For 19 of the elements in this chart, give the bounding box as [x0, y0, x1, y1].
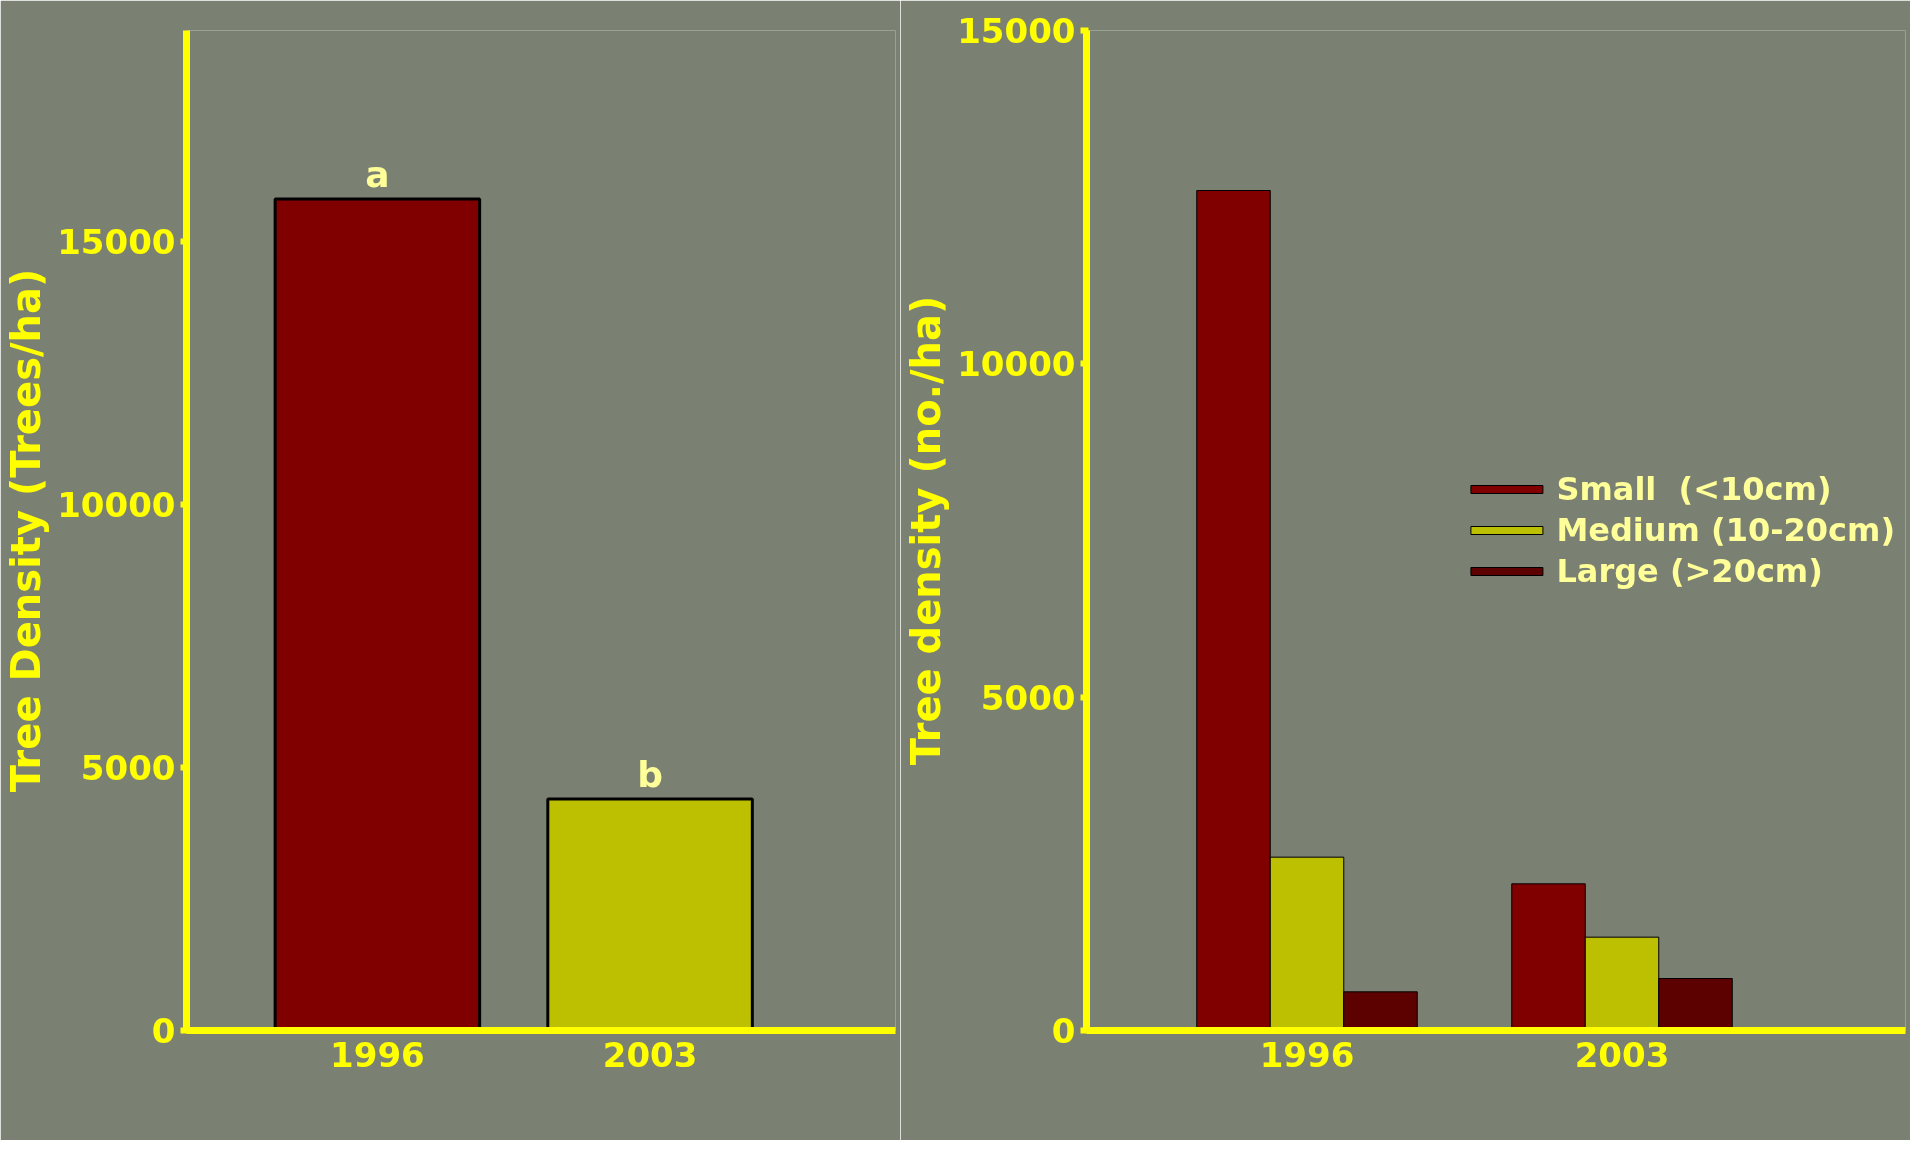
- annotation: b: [637, 753, 663, 795]
- y-tick-label: 0: [1051, 1011, 1076, 1051]
- y-tick-label: 10000: [957, 344, 1076, 385]
- legend-label: Small (<10cm): [1556, 470, 1832, 508]
- y-axis-title: Tree Density (Trees/ha): [3, 268, 50, 793]
- annotation: a: [365, 153, 390, 195]
- x-tick-label: 2003: [1574, 1034, 1670, 1075]
- legend-label: Medium (10-20cm): [1556, 511, 1895, 549]
- y-tick-label: 15000: [57, 221, 176, 262]
- x-tick-label: 1996: [1259, 1034, 1355, 1075]
- y-tick-label: 5000: [80, 747, 176, 788]
- y-tick-label: 5000: [980, 677, 1076, 718]
- y-tick-label: 15000: [957, 11, 1076, 51]
- legend-label: Large (>20cm): [1556, 552, 1823, 590]
- y-tick-label: 10000: [57, 484, 176, 525]
- x-tick-label: 1996: [330, 1034, 425, 1075]
- x-tick-label: 2003: [602, 1034, 698, 1075]
- y-tick-label: 0: [151, 1011, 176, 1051]
- y-axis-title: Tree density (no./ha): [903, 295, 950, 766]
